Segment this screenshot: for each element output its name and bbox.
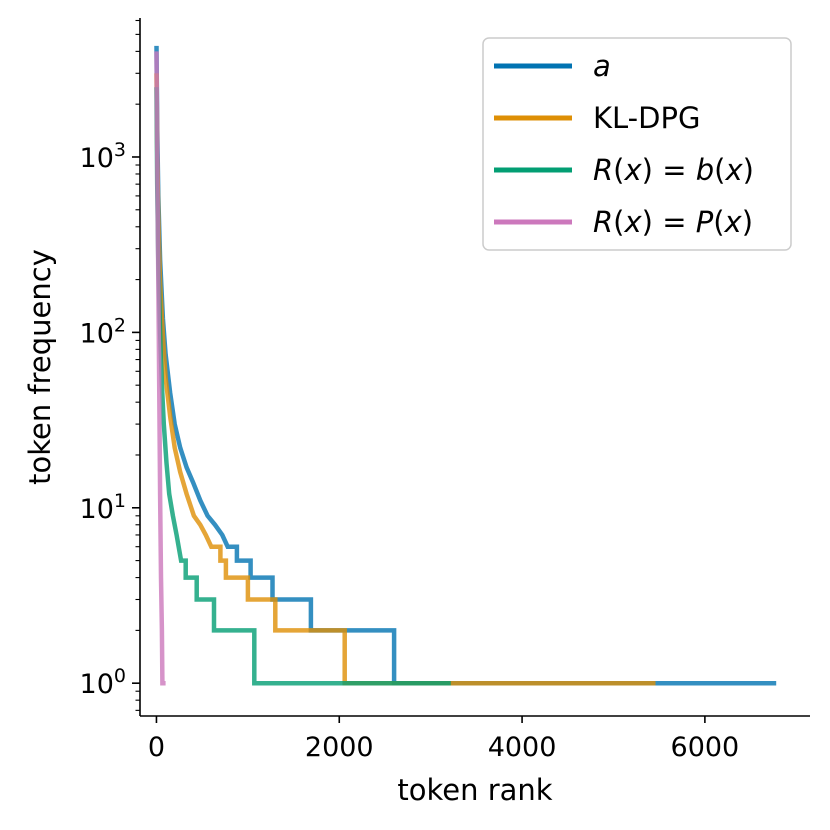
series-lines bbox=[154, 45, 777, 686]
y-tick-label: 100 bbox=[80, 665, 126, 700]
x-tick-label: 0 bbox=[148, 732, 165, 763]
x-ticks: 0 2000 4000 6000 bbox=[148, 716, 739, 763]
y-tick-label: 103 bbox=[80, 139, 126, 174]
y-ticks: 100 101 102 103 bbox=[80, 19, 140, 711]
series-line-4 bbox=[154, 51, 166, 686]
x-tick-label: 4000 bbox=[488, 732, 557, 763]
legend: a KL-DPG R(x) = b(x) R(x) = P(x) bbox=[482, 37, 792, 251]
series-line-2 bbox=[154, 73, 656, 686]
y-axis-label: token frequency bbox=[23, 249, 57, 485]
y-tick-label: 102 bbox=[80, 314, 126, 349]
x-axis-label: token rank bbox=[397, 773, 552, 807]
legend-frame bbox=[482, 37, 792, 251]
y-tick-label: 101 bbox=[80, 490, 126, 525]
legend-label-1: a bbox=[593, 49, 611, 83]
series-line-3 bbox=[154, 87, 451, 686]
legend-label-4: R(x) = P(x) bbox=[593, 205, 753, 239]
x-tick-label: 6000 bbox=[671, 732, 740, 763]
x-tick-label: 2000 bbox=[305, 732, 374, 763]
legend-label-2: KL-DPG bbox=[593, 101, 700, 135]
legend-label-3: R(x) = b(x) bbox=[593, 153, 754, 187]
